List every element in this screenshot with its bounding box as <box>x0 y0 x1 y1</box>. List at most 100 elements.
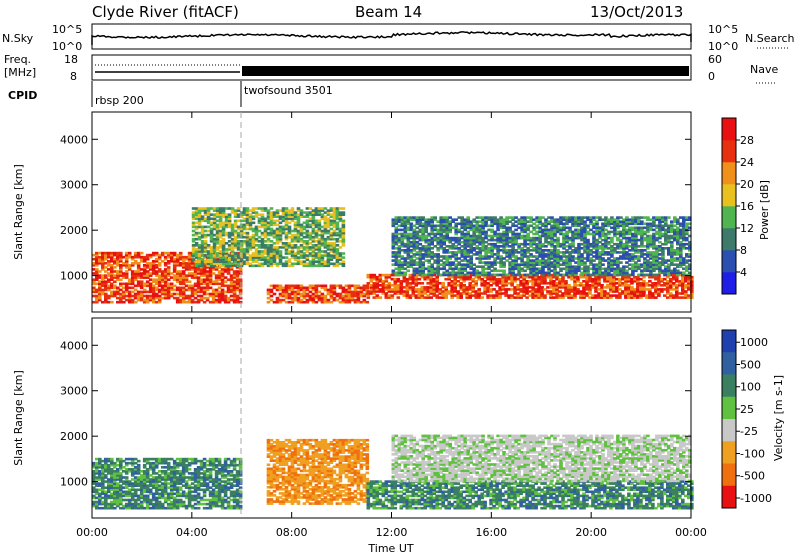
echo-cell <box>562 218 566 221</box>
echo-cell <box>323 286 328 290</box>
echo-cell <box>181 255 186 259</box>
echo-cell <box>609 286 613 289</box>
echo-cell <box>534 288 538 291</box>
echo-cell <box>98 251 102 255</box>
echo-cell <box>604 253 608 256</box>
echo-cell <box>406 261 411 264</box>
echo-cell <box>296 219 301 223</box>
echo-cell <box>178 276 183 279</box>
echo-cell <box>430 216 434 219</box>
echo-cell <box>275 237 280 241</box>
echo-cell <box>133 276 138 279</box>
echo-cell <box>215 229 220 233</box>
echo-cell <box>119 253 123 257</box>
echo-cell <box>487 234 491 238</box>
echo-cell <box>612 288 616 291</box>
echo-cell <box>197 207 202 210</box>
echo-cell <box>242 223 247 227</box>
echo-cell <box>266 254 271 257</box>
echo-cell <box>136 270 141 273</box>
echo-cell <box>526 257 530 260</box>
echo-cell <box>460 259 464 262</box>
echo-cell <box>522 292 526 295</box>
echo-cell <box>278 294 283 298</box>
echo-cell <box>320 244 325 247</box>
echo-cell <box>537 280 541 283</box>
echo-cell <box>181 278 186 281</box>
echo-cell <box>499 269 503 273</box>
echo-cell <box>320 229 325 233</box>
echo-cell <box>595 249 599 252</box>
echo-cell <box>136 280 141 283</box>
echo-cell <box>409 263 414 266</box>
echo-cell <box>600 290 604 293</box>
echo-cell <box>628 218 632 221</box>
echo-cell <box>142 274 147 277</box>
echo-cell <box>436 257 440 260</box>
echo-cell <box>238 288 243 292</box>
echo-cell <box>418 257 423 260</box>
echo-cell <box>142 266 147 269</box>
echo-cell <box>462 277 466 281</box>
echo-cell <box>610 263 614 266</box>
echo-cell <box>317 242 322 245</box>
echo-cell <box>275 300 280 304</box>
echo-cell <box>466 232 470 236</box>
echo-cell <box>418 273 423 277</box>
echo-cell <box>561 292 565 295</box>
echo-cell <box>381 290 386 293</box>
echo-cell <box>604 242 608 246</box>
echo-cell <box>565 240 569 244</box>
echo-cell <box>612 277 616 281</box>
echo-cell <box>517 232 521 236</box>
echo-cell <box>148 255 153 259</box>
echo-cell <box>502 236 506 240</box>
echo-cell <box>607 224 611 228</box>
echo-cell <box>687 275 691 279</box>
echo-cell <box>212 207 217 210</box>
echo-cell <box>157 274 162 277</box>
echo-cell <box>439 267 443 271</box>
echo-cell <box>194 231 199 235</box>
echo-cell <box>574 273 578 277</box>
echo-cell <box>254 225 259 229</box>
echo-cell <box>490 261 494 264</box>
echo-cell <box>547 259 551 262</box>
echo-cell <box>481 216 485 219</box>
echo-cell <box>372 277 377 281</box>
echo-cell <box>302 256 307 259</box>
echo-cell <box>335 233 340 237</box>
echo-cell <box>393 277 398 281</box>
echo-cell <box>142 294 147 298</box>
echo-cell <box>233 209 238 212</box>
echo-cell <box>133 294 138 298</box>
echo-cell <box>193 288 198 292</box>
echo-cell <box>481 265 485 268</box>
echo-cell <box>233 219 238 223</box>
echo-cell <box>592 242 596 246</box>
echo-cell <box>567 296 571 299</box>
echo-cell <box>502 218 506 221</box>
echo-cell <box>266 252 271 255</box>
echo-cell <box>463 226 467 230</box>
echo-cell <box>651 275 655 279</box>
echo-cell <box>293 262 298 266</box>
echo-cell <box>592 218 596 221</box>
echo-cell <box>320 240 325 243</box>
echo-cell <box>119 284 123 288</box>
echo-cell <box>275 229 280 233</box>
echo-cell <box>406 263 411 266</box>
echo-cell <box>175 270 180 273</box>
echo-cell <box>353 292 358 296</box>
echo-cell <box>224 252 229 255</box>
echo-cell <box>184 268 189 271</box>
echo-cell <box>496 222 500 226</box>
echo-cell <box>553 245 557 248</box>
echo-cell <box>622 218 626 221</box>
echo-cell <box>142 272 147 275</box>
echo-cell <box>609 277 613 281</box>
echo-cell <box>517 226 521 230</box>
echo-cell <box>248 264 253 268</box>
echo-cell <box>568 245 572 248</box>
echo-cell <box>586 230 590 234</box>
